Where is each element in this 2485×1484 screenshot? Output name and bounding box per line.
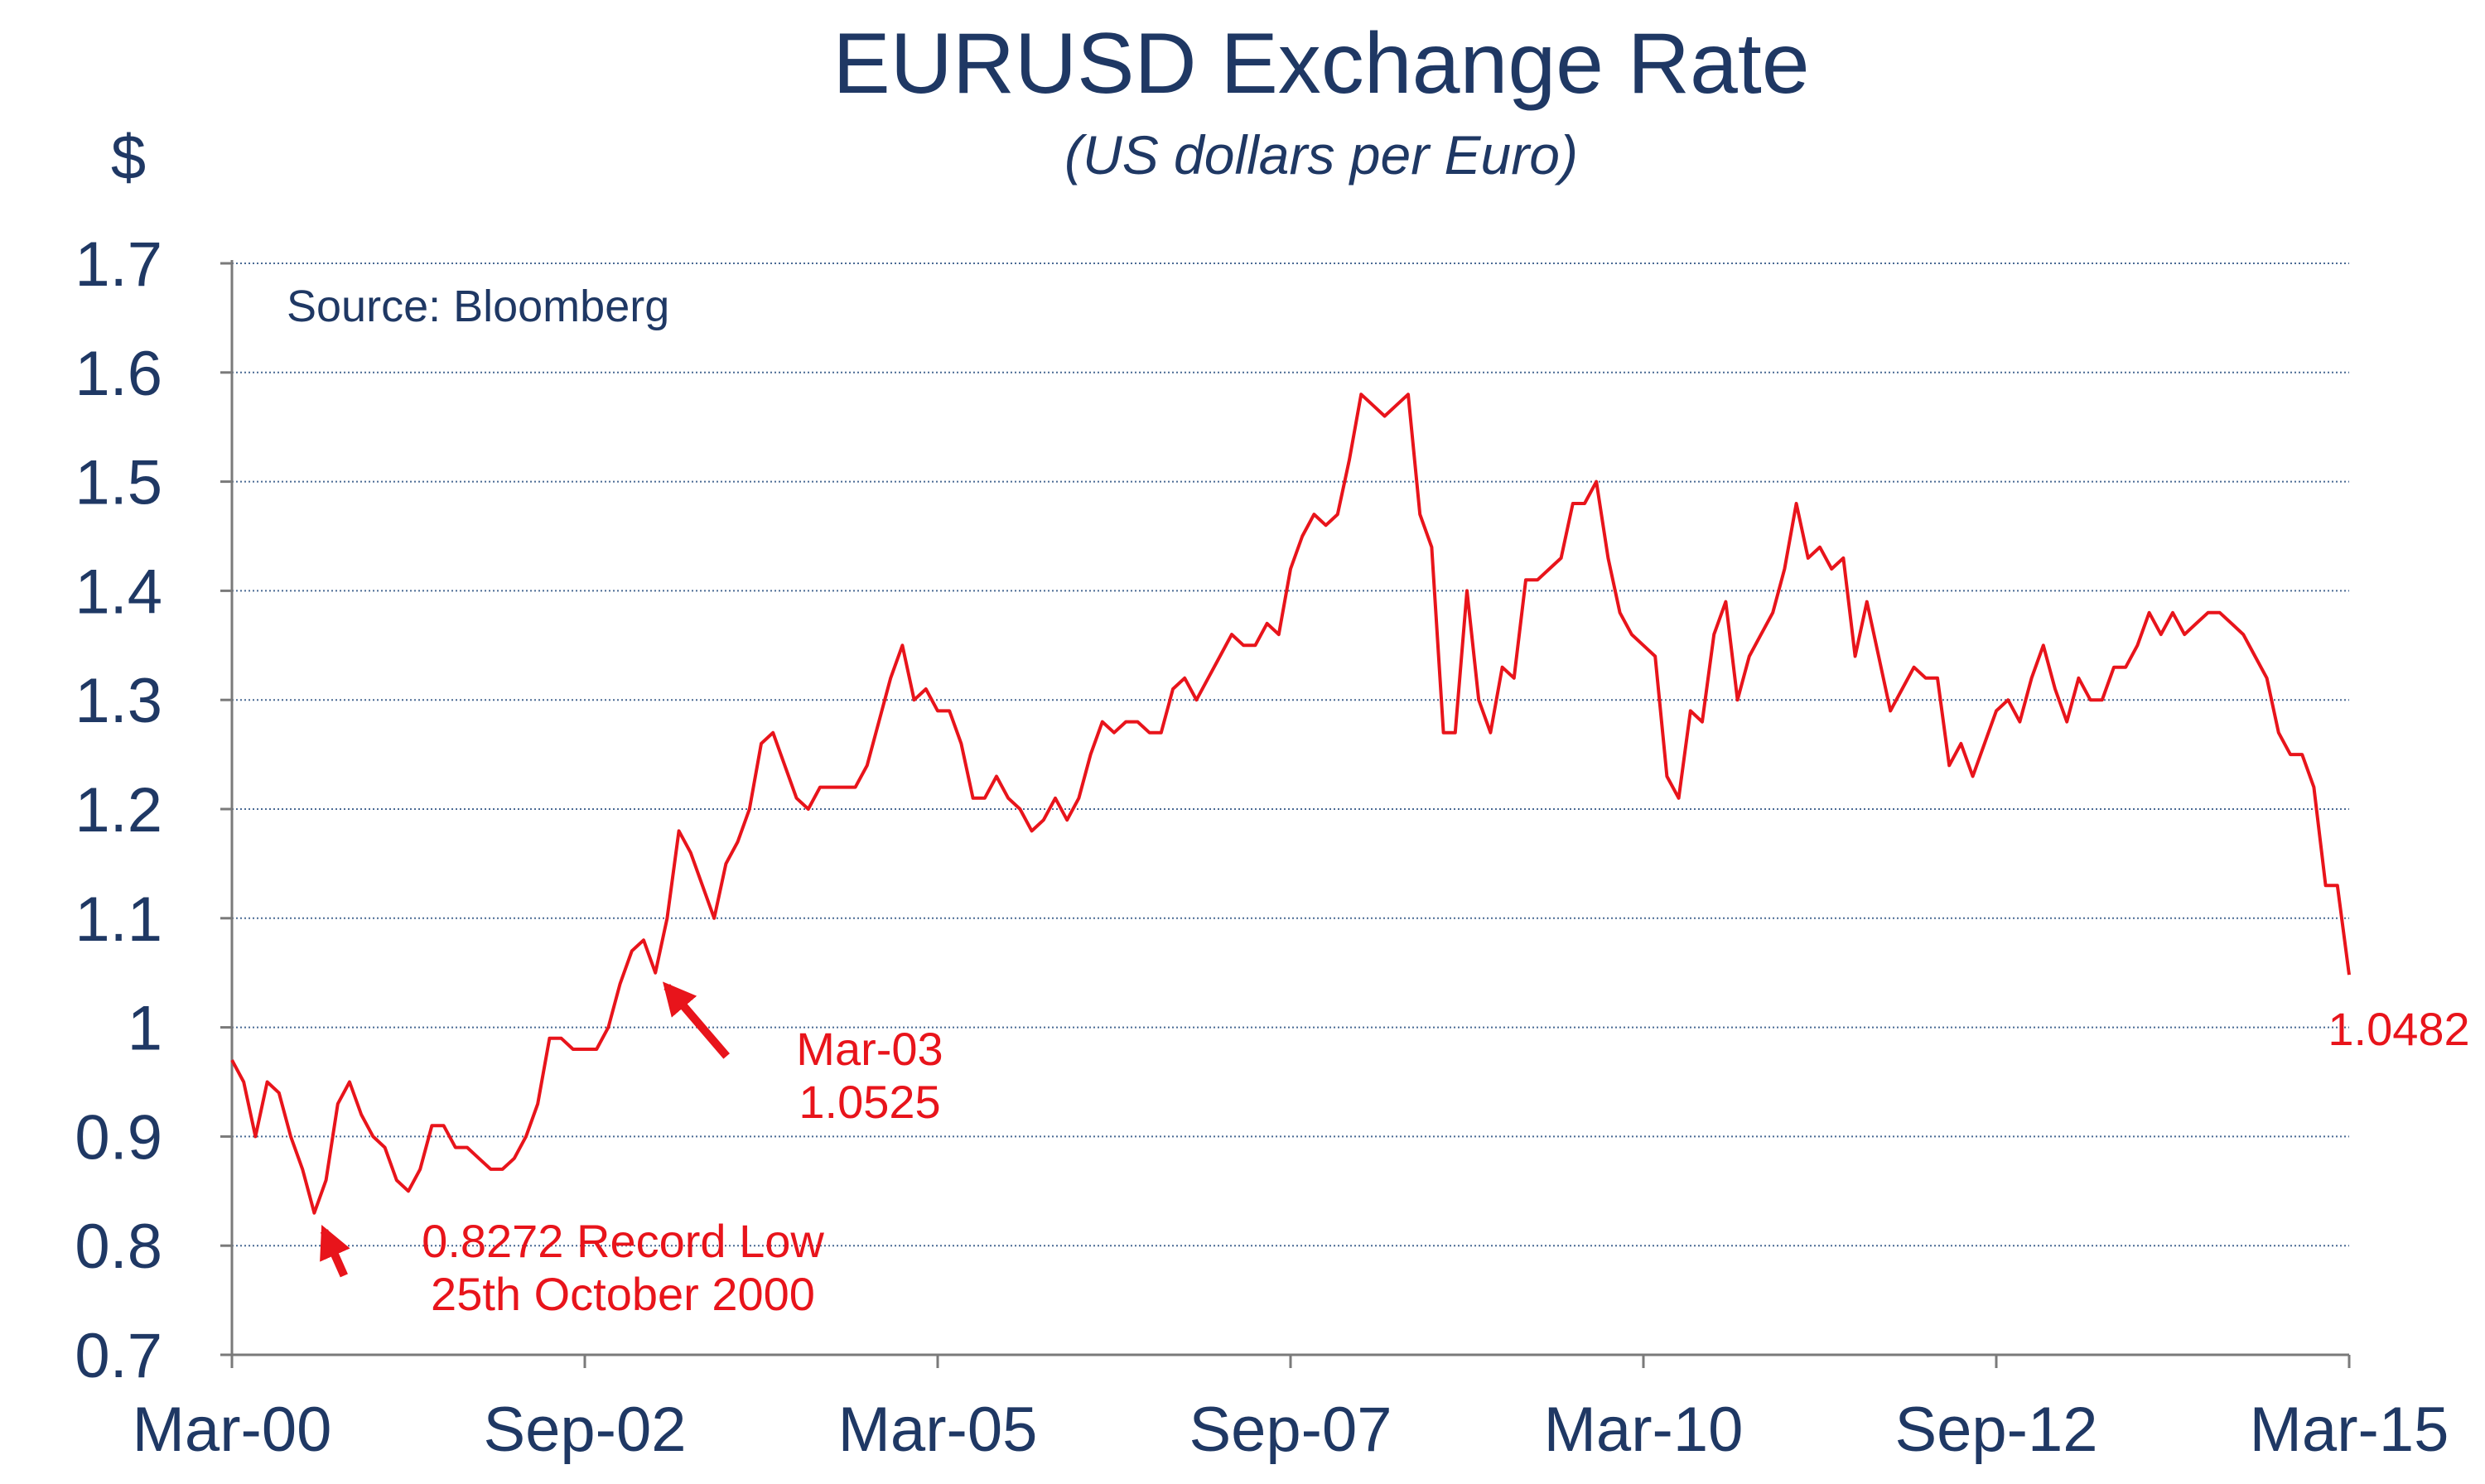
y-tick-label: 1.4 [75, 556, 162, 627]
record-low-arrow [320, 1225, 350, 1278]
series-layer [230, 393, 2351, 1215]
y-axis-unit-label: $ [111, 123, 146, 193]
x-tick-label: Mar-05 [838, 1395, 1038, 1465]
source-note: Source: Bloomberg [287, 282, 669, 331]
y-tick-label: 1.7 [75, 229, 162, 300]
y-tick-label: 0.7 [75, 1321, 162, 1391]
x-tick-label: Sep-12 [1894, 1395, 2097, 1465]
x-tick-labels: Mar-00 Sep-02 Mar-05 Sep-07 Mar-10 Sep-12 Mar-… [133, 1395, 2449, 1465]
latest-value-label: 1.0482 [2328, 1003, 2469, 1055]
chart-subtitle: (US dollars per Euro) [1064, 124, 1578, 186]
axes [220, 260, 2351, 1368]
x-tick-label: Mar-10 [1544, 1395, 1744, 1465]
mar-03-arrow [662, 981, 730, 1059]
y-tick-labels: 0.7 0.8 0.9 1 1.1 1.2 1.3 1.4 1.5 1.6 1.7 [75, 229, 162, 1391]
y-tick-label: 0.8 [75, 1212, 162, 1282]
record-low-label: 25th October 2000 [431, 1268, 815, 1320]
x-tick-label: Sep-02 [483, 1395, 686, 1465]
x-tick-label: Mar-15 [2250, 1395, 2449, 1465]
y-tick-label: 1.5 [75, 448, 162, 518]
y-tick-label: 1.3 [75, 666, 162, 736]
y-tick-label: 0.9 [75, 1102, 162, 1173]
y-tick-label: 1.1 [75, 884, 162, 955]
x-tick-label: Sep-07 [1189, 1395, 1392, 1465]
x-tick-label: Mar-00 [133, 1395, 332, 1465]
y-tick-label: 1 [128, 994, 162, 1064]
y-tick-label: 1.6 [75, 339, 162, 409]
gridlines [232, 263, 2349, 1247]
chart-title: EURUSD Exchange Rate [832, 16, 1809, 112]
mar-03-label: Mar-03 [796, 1023, 943, 1075]
y-tick-label: 1.2 [75, 775, 162, 846]
eurusd-series-line [230, 393, 2351, 1215]
mar-03-label: 1.0525 [799, 1076, 940, 1128]
record-low-label: 0.8272 Record Low [422, 1215, 824, 1267]
